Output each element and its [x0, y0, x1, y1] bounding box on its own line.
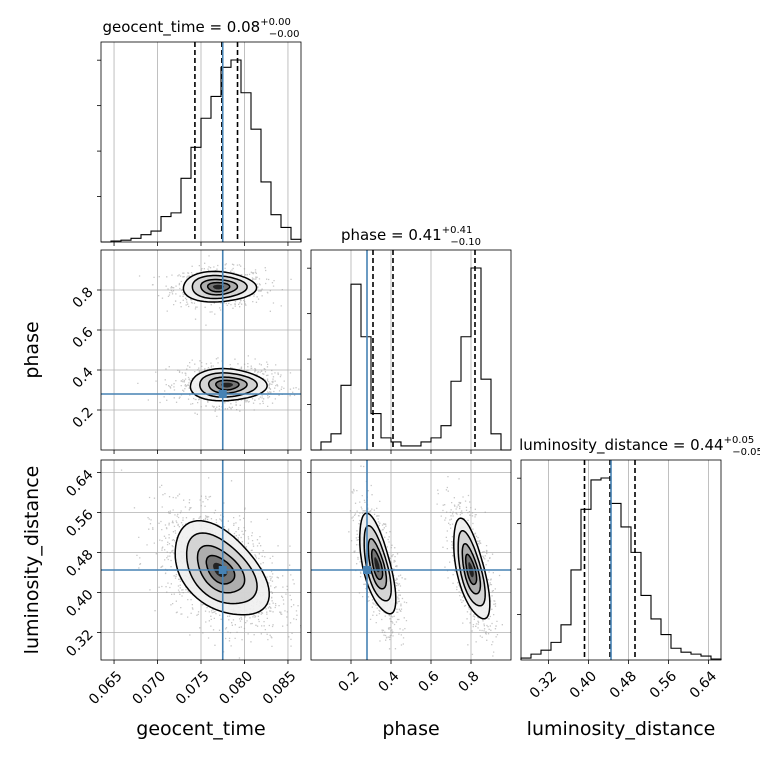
scatter-luminosity_distance-vs-geocent_time-contour-0-1 [185, 532, 258, 605]
scatter-luminosity_distance-vs-geocent_time-ytick-label-1: 0.40 [63, 587, 96, 620]
scatter-luminosity_distance-vs-phase-density-0-4 [374, 557, 380, 573]
xlabel-luminosity-distance: luminosity_distance [527, 718, 716, 740]
scatter-luminosity_distance-vs-phase-content [311, 460, 511, 660]
scatter-luminosity_distance-vs-phase-xtick-label-2: 0.6 [416, 668, 443, 695]
hist-luminosity_distance-panel-background [521, 460, 721, 660]
scatter-luminosity_distance-vs-phase-contour-1-0 [453, 517, 491, 620]
scatter-phase-vs-geocent_time-truth-marker [218, 390, 227, 398]
hist-luminosity_distance-xtick-label-0: 0.32 [527, 668, 560, 701]
scatter-phase-vs-geocent_time-contour-0-2 [200, 278, 239, 296]
scatter-phase-vs-geocent_time-ytick-label-0: 0.2 [70, 404, 97, 431]
scatter-luminosity_distance-vs-phase-xtick-label-0: 0.2 [336, 668, 363, 695]
hist-phase-title-sub: −0.10 [450, 237, 481, 248]
scatter-luminosity_distance-vs-geocent_time-ytick-label-3: 0.56 [63, 507, 96, 540]
scatter-luminosity_distance-vs-geocent_time-xtick-label-4: 0.085 [260, 668, 300, 708]
scatter-luminosity_distance-vs-geocent_time-contour-0-2 [196, 544, 246, 594]
scatter-phase-vs-geocent_time-ytick-label-1: 0.4 [70, 364, 97, 391]
scatter-phase-vs-geocent_time-contour-0-0 [182, 270, 258, 303]
hist-phase-panel-background [311, 250, 511, 450]
hist-geocent_time-title-sup: +0.00 [260, 17, 291, 28]
hist-luminosity_distance-title-sup: +0.05 [724, 435, 755, 446]
scatter-phase-vs-geocent_time-ytick-label-3: 0.8 [70, 284, 97, 311]
hist-phase-panel: phase = 0.41+0.41 −0.10 [307, 225, 512, 454]
xlabel-phase: phase [382, 718, 439, 740]
hist-phase-steps [311, 267, 511, 451]
scatter-luminosity_distance-vs-phase-contour-0-3 [370, 548, 384, 581]
scatter-luminosity_distance-vs-phase-contour-1-1 [457, 530, 486, 607]
scatter-luminosity_distance-vs-geocent_time-ytick-label-4: 0.64 [63, 467, 96, 500]
hist-luminosity_distance-steps [520, 477, 722, 660]
scatter-phase-vs-geocent_time-density-0-4 [212, 284, 224, 290]
hist-geocent_time-title: geocent_time = 0.08+0.00 −0.00 [103, 17, 300, 40]
hist-luminosity_distance-title-sub: −0.05 [732, 447, 760, 458]
hist-luminosity_distance-xtick-label-3: 0.56 [647, 668, 680, 701]
hist-geocent_time-title-sub: −0.00 [269, 29, 300, 40]
hist-luminosity_distance-xtick-label-1: 0.40 [567, 668, 600, 701]
ylabel-phase: phase [21, 321, 43, 378]
scatter-luminosity_distance-vs-geocent_time-panel: 0.065 0.070 0.075 0.080 0.085 0.32 0.40 0.48 0.5… [63, 459, 302, 708]
scatter-phase-vs-geocent_time-content [101, 250, 301, 450]
hist-phase-title-main: phase = 0.41 [341, 226, 442, 244]
scatter-phase-vs-geocent_time-contour-1-3 [215, 379, 240, 391]
hist-phase-title: phase = 0.41+0.41 −0.10 [341, 225, 481, 248]
hist-luminosity_distance-title: luminosity_distance = 0.44+0.05 −0.05 [519, 435, 760, 458]
hist-geocent_time-title-main: geocent_time = 0.08 [103, 18, 261, 37]
hist-luminosity_distance-xtick-label-2: 0.48 [607, 668, 640, 701]
scatter-luminosity_distance-vs-geocent_time-xtick-label-3: 0.080 [216, 668, 256, 708]
scatter-luminosity_distance-vs-phase-truth-marker [363, 566, 371, 574]
scatter-phase-vs-geocent_time-ytick-label-2: 0.6 [70, 324, 97, 351]
scatter-phase-vs-geocent_time-density-1-4 [221, 382, 233, 388]
scatter-luminosity_distance-vs-geocent_time-ytick-label-0: 0.32 [63, 627, 96, 660]
scatter-luminosity_distance-vs-phase-contour-0-2 [367, 538, 388, 590]
scatter-phase-vs-geocent_time-contour-0-3 [206, 281, 231, 293]
scatter-luminosity_distance-vs-geocent_time-content [101, 460, 301, 660]
scatter-phase-vs-geocent_time-contour-1-1 [199, 372, 258, 398]
hist-luminosity_distance-border [520, 459, 722, 661]
scatter-phase-vs-geocent_time-contour-0-1 [191, 274, 248, 300]
scatter-luminosity_distance-vs-phase-xtick-label-1: 0.4 [376, 668, 403, 695]
hist-geocent_time-panel: geocent_time = 0.08+0.00 −0.00 [97, 17, 302, 246]
scatter-luminosity_distance-vs-phase-xtick-label-3: 0.8 [456, 668, 483, 695]
hist-geocent_time-steps [101, 59, 302, 243]
hist-luminosity_distance-title-main: luminosity_distance = 0.44 [519, 436, 723, 455]
scatter-luminosity_distance-vs-geocent_time-xtick-label-2: 0.075 [173, 668, 213, 708]
hist-phase-border [310, 249, 512, 451]
scatter-phase-vs-geocent_time-panel: 0.2 0.4 0.6 0.8 [70, 249, 302, 454]
scatter-luminosity_distance-vs-phase-contour-1-2 [461, 543, 482, 595]
scatter-luminosity_distance-vs-geocent_time-xtick-label-0: 0.065 [86, 668, 126, 708]
scatter-luminosity_distance-vs-phase-border [310, 459, 512, 661]
hist-luminosity_distance-xtick-label-4: 0.64 [687, 668, 720, 701]
scatter-luminosity_distance-vs-geocent_time-ytick-label-2: 0.48 [63, 547, 96, 580]
scatter-luminosity_distance-vs-geocent_time-truth-marker [218, 566, 227, 574]
scatter-luminosity_distance-vs-phase-panel: 0.2 0.4 0.6 0.8 [307, 459, 512, 695]
scatter-luminosity_distance-vs-phase-contour-0-1 [363, 525, 392, 602]
scatter-luminosity_distance-vs-phase-contour-0-0 [359, 512, 397, 615]
ylabel-luminosity-distance: luminosity_distance [21, 466, 43, 655]
hist-phase-title-sup: +0.41 [442, 225, 473, 236]
scatter-luminosity_distance-vs-phase-contour-1-3 [464, 553, 478, 586]
scatter-luminosity_distance-vs-geocent_time-contour-0-3 [205, 554, 236, 585]
scatter-luminosity_distance-vs-geocent_time-contour-0-0 [174, 520, 270, 616]
hist-luminosity_distance-panel: 0.32 0.40 0.48 0.56 0.64 luminosity_distance … [517, 435, 760, 702]
scatter-phase-vs-geocent_time-contour-1-2 [207, 376, 248, 395]
scatter-luminosity_distance-vs-geocent_time-xtick-label-1: 0.070 [129, 668, 169, 708]
scatter-phase-vs-geocent_time-contour-1-0 [189, 367, 268, 402]
xlabel-geocent-time: geocent_time [136, 718, 265, 740]
